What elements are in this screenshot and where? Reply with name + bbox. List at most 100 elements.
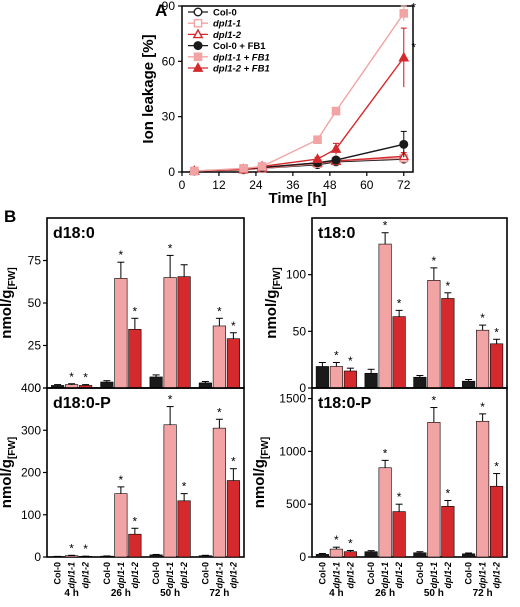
significance-star: * [83,542,88,556]
significance-star: * [217,405,222,419]
significance-star: * [168,393,173,407]
significance-star: * [411,41,416,55]
significance-star: * [480,400,485,414]
bar [343,551,357,558]
category-label: Col-0 [200,562,210,585]
y-axis-title: nmol/g[FW] [251,437,271,508]
data-point [398,51,410,62]
legend-marker [192,62,204,72]
series-line [194,12,405,172]
y-tick-label: 300 [21,423,41,437]
panel-b-letter: B [4,207,16,226]
data-point [312,153,323,163]
bar [177,500,191,558]
y-tick-label: 60 [162,54,176,68]
legend-marker [193,41,203,51]
time-label: 26 h [375,588,395,599]
x-tick-label: 60 [360,178,374,192]
data-point [239,164,248,173]
bar [427,422,441,558]
legend-label: Col-0 + FB1 [213,41,266,52]
time-label: 72 h [209,588,229,599]
y-tick-label: 0 [299,381,306,395]
y-tick-label: 100 [286,268,306,282]
significance-star: * [494,325,499,339]
significance-star: * [334,349,339,363]
significance-star: * [348,354,353,368]
bar [490,485,504,558]
series-col-0-fb1 [189,130,409,176]
series-dpl1-1-fb1 [190,5,409,176]
y-tick-label: 400 [21,381,41,395]
significance-star: * [432,394,437,408]
panel-title: d18:0 [53,225,95,242]
significance-star: * [432,254,437,268]
bar [413,376,427,389]
y-tick-label: 100 [21,508,41,522]
panel-title: t18:0-P [318,395,372,412]
legend-label: dpl1-2 + FB1 [213,64,270,75]
legend-label: dpl1-2 [213,30,242,41]
x-tick-label: 0 [179,178,186,192]
data-point [257,162,267,171]
significance-star: * [133,514,138,528]
time-label: 4 h [329,588,343,599]
category-label: dpl1-2 [228,562,238,589]
significance-star: * [348,536,353,550]
significance-star: * [231,455,236,469]
bar-panel-t18-0-p: t18:0-P 0 500 1000 1500 nmol/g[FW] * * * * * * * * [251,387,508,564]
significance-star: * [83,371,88,385]
category-label: dpl1-2 [443,562,453,589]
legend-label: Col-0 [213,8,237,19]
significance-star: * [182,480,187,494]
panel-title: d18:0-P [53,395,111,412]
significance-star: * [231,319,236,333]
bar [413,552,427,558]
bar [198,555,212,558]
data-point [330,143,342,153]
bar [315,554,329,558]
category-label: dpl1-2 [81,562,91,589]
bar [343,370,357,389]
bar [128,533,142,558]
category-label: dpl1-1 [429,562,439,589]
bar [364,551,378,558]
significance-star: * [119,473,124,487]
bar [462,380,476,389]
bar [128,329,142,389]
category-label: dpl1-1 [67,562,77,589]
time-label: 50 h [160,588,180,599]
x-tick-label: 72 [397,178,411,192]
time-label: 4 h [64,588,78,599]
y-tick-label: 90 [162,0,176,13]
significance-star: * [480,311,485,325]
y-tick-label: 0 [34,550,41,564]
significance-star: * [217,304,222,318]
y-tick-label: 1000 [279,444,306,458]
category-label: Col-0 [415,562,425,585]
panel-a-frame [181,5,414,173]
bar [392,316,406,389]
y-tick-label: 500 [286,497,306,511]
category-label: dpl1-1 [116,562,126,589]
time-label: 50 h [424,588,444,599]
category-label: Col-0 [317,562,327,585]
bar [226,338,240,389]
category-label: dpl1-1 [165,562,175,589]
time-label: 72 h [473,588,493,599]
time-label: 26 h [111,588,131,599]
bar-panel-d18-0-p: d18:0-P 0 100 200 300 400 nmol/g[FW] * * * * * * * * [0,381,245,564]
series-line [194,57,405,172]
y-tick-label: 25 [28,339,42,353]
bar [329,548,343,558]
significance-star: * [334,533,339,547]
bar [212,427,226,558]
x-tick-label: 48 [323,178,337,192]
significance-star: * [446,486,451,500]
bar [163,277,177,389]
legend-marker [192,28,204,39]
bar [163,424,177,558]
